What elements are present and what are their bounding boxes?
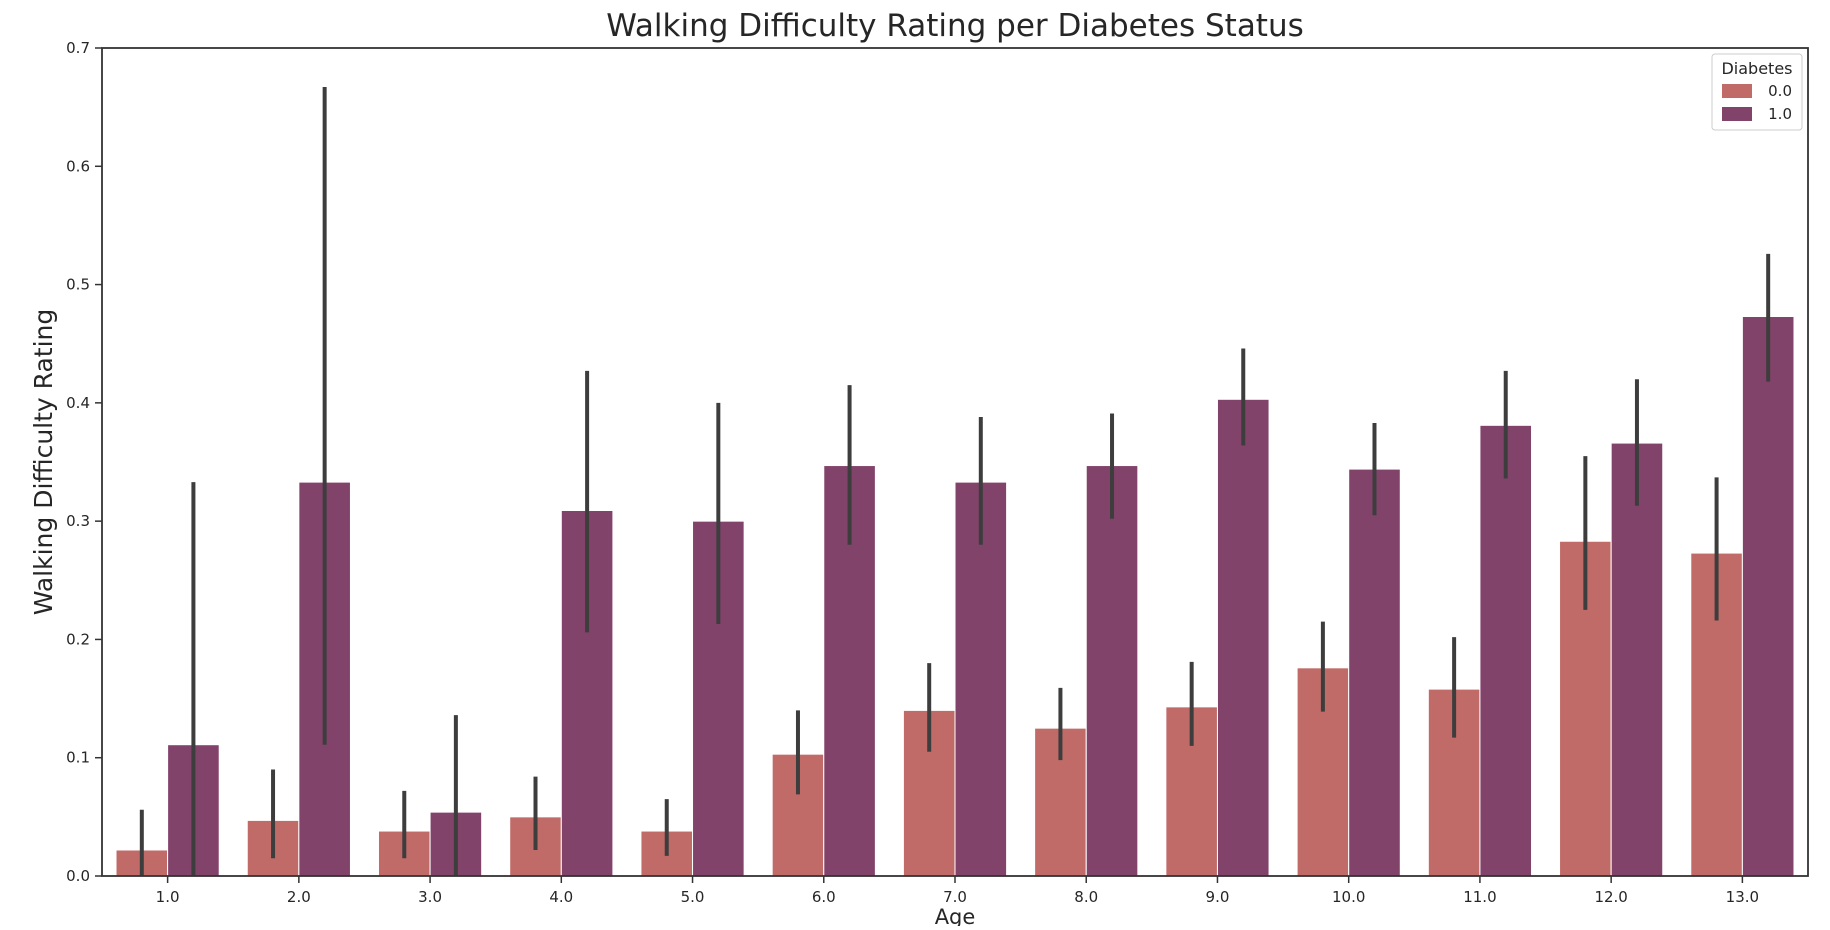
- legend-label: 1.0: [1768, 105, 1792, 123]
- y-axis-label: Walking Difficulty Rating: [29, 309, 58, 616]
- y-axis-ticks: 0.0 0.1 0.2 0.3 0.4 0.5 0.6 0.7: [66, 39, 102, 885]
- bar: [1216, 398, 1270, 877]
- x-tick-label: 11.0: [1463, 888, 1496, 906]
- y-tick-label: 0.1: [66, 749, 90, 767]
- y-tick-label: 0.5: [66, 276, 90, 294]
- x-tick-label: 8.0: [1074, 888, 1098, 906]
- x-tick-label: 10.0: [1332, 888, 1365, 906]
- y-tick-label: 0.4: [66, 394, 90, 412]
- x-axis-ticks: 1.0 2.0 3.0 4.0 5.0 6.0 7.0 8.0 9.0 10.0 11.0 12.0 1…: [156, 876, 1759, 906]
- y-tick-label: 0.0: [66, 867, 90, 885]
- legend[interactable]: Diabetes 0.0 1.0: [1711, 53, 1803, 131]
- x-tick-label: 2.0: [287, 888, 311, 906]
- bar: [1610, 442, 1664, 877]
- bar: [954, 481, 1008, 877]
- x-tick-label: 1.0: [156, 888, 180, 906]
- plot-area-frame: [101, 47, 1809, 877]
- x-tick-label: 12.0: [1594, 888, 1627, 906]
- bar: [1479, 424, 1533, 877]
- y-tick-label: 0.2: [66, 630, 90, 648]
- legend-label: 0.0: [1768, 82, 1792, 100]
- x-tick-label: 3.0: [418, 888, 442, 906]
- bar: [1741, 316, 1795, 877]
- legend-swatch: [1722, 107, 1752, 121]
- x-tick-label: 4.0: [549, 888, 573, 906]
- y-tick-label: 0.3: [66, 512, 90, 530]
- legend-swatch: [1722, 84, 1752, 98]
- x-tick-label: 13.0: [1726, 888, 1759, 906]
- bar: [1348, 468, 1401, 877]
- x-axis-label: Age: [935, 905, 976, 926]
- y-tick-label: 0.7: [66, 39, 90, 57]
- x-tick-label: 9.0: [1206, 888, 1230, 906]
- bar: [1085, 465, 1139, 877]
- bars: [115, 87, 1795, 877]
- y-tick-label: 0.6: [66, 157, 90, 175]
- x-tick-label: 7.0: [943, 888, 967, 906]
- chart-title: Walking Difficulty Rating per Diabetes S…: [606, 8, 1304, 44]
- x-tick-label: 5.0: [681, 888, 705, 906]
- legend-title: Diabetes: [1721, 59, 1792, 78]
- x-tick-label: 6.0: [812, 888, 836, 906]
